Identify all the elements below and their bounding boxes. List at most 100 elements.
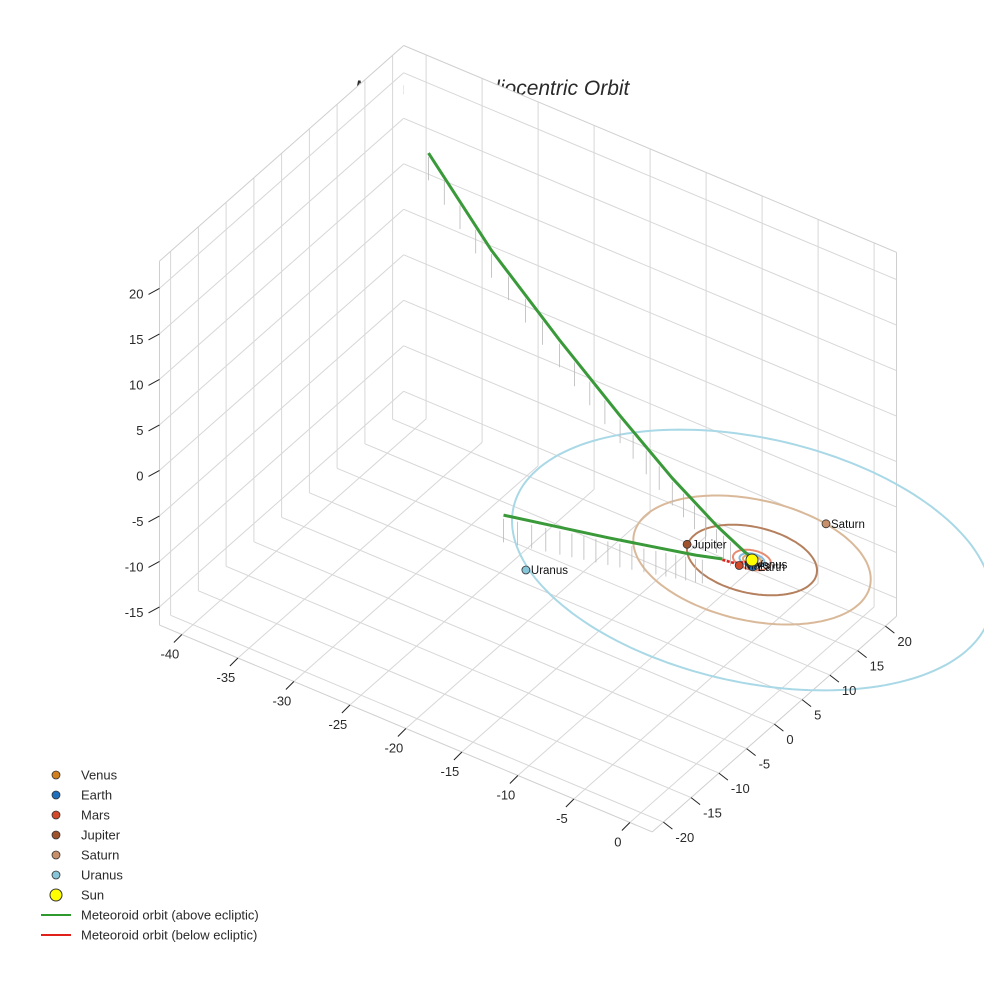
wall-grid-line — [159, 208, 405, 426]
meteoroid-above-line-1 — [427, 152, 757, 563]
z-tick-mark — [148, 287, 160, 295]
z-tick-mark — [148, 469, 160, 477]
z-tick-label: 0 — [136, 468, 143, 483]
planet-label-jupiter: Jupiter — [692, 539, 727, 551]
y-tick-mark — [829, 674, 840, 683]
y-tick-label: -20 — [675, 830, 694, 845]
wall-grid-line — [159, 254, 405, 471]
y-tick-label: -10 — [731, 781, 750, 796]
legend-item: Saturn — [51, 848, 119, 863]
legend-label: Earth — [81, 788, 112, 803]
planet-saturn — [821, 519, 831, 529]
z-tick-mark — [148, 333, 160, 341]
legend-sun-marker — [49, 888, 63, 902]
planet-label-venus: Venus — [755, 559, 787, 571]
legend-label: Saturn — [81, 848, 119, 863]
orbit-saturn — [632, 494, 872, 626]
y-tick-label: 5 — [814, 708, 821, 723]
legend-marker — [51, 850, 61, 860]
floor-grid-line — [336, 467, 831, 676]
wall-grid-line — [159, 345, 405, 562]
legend-item: Meteoroid orbit (below ecliptic) — [41, 928, 257, 943]
floor-grid-line — [364, 443, 858, 652]
wall-grid-line — [403, 163, 897, 372]
floor-grid-line — [253, 541, 747, 750]
x-tick-label: -20 — [385, 741, 404, 756]
pane-edge — [403, 45, 897, 253]
x-tick-label: -10 — [497, 788, 516, 803]
y-tick-mark — [801, 699, 812, 707]
x-tick-label: -30 — [273, 694, 292, 709]
floor-grid-line — [309, 492, 803, 701]
legend-marker — [51, 810, 61, 820]
legend-label: Mars — [81, 808, 110, 823]
legend-item: Uranus — [51, 868, 123, 883]
y-tick-mark — [663, 821, 673, 830]
planet-label-earth: Earth — [758, 562, 786, 574]
z-tick-label: -15 — [125, 605, 144, 620]
wall-grid-line — [403, 117, 897, 326]
x-tick-label: -25 — [329, 717, 348, 732]
z-tick-mark — [148, 606, 160, 614]
planet-orbits — [510, 428, 984, 692]
z-tick-mark — [148, 515, 160, 523]
meteoroid-above-line-2 — [503, 513, 723, 561]
legend-item: Venus — [51, 768, 118, 783]
planet-jupiter — [682, 539, 692, 549]
planet-uranus — [521, 565, 531, 575]
x-tick-mark — [285, 681, 295, 690]
legend-item: Meteoroid orbit (above ecliptic) — [41, 908, 259, 923]
legend-marker — [51, 830, 61, 840]
z-tick-mark — [148, 560, 160, 568]
orbit-uranus — [510, 428, 984, 692]
y-tick-label: 0 — [786, 732, 793, 747]
legend-label: Sun — [81, 888, 104, 903]
floor-grid-line — [170, 614, 664, 823]
x-tick-label: -35 — [217, 670, 236, 685]
orbit-jupiter — [686, 523, 818, 597]
z-tick-label: 5 — [136, 423, 143, 438]
x-tick-mark — [453, 751, 463, 761]
legend: Venus Earth Mars Jupiter Saturn Uranus Sun Mete… — [41, 768, 259, 943]
legend-item: Sun — [49, 888, 104, 903]
legend-marker — [51, 790, 61, 800]
x-tick-label: -5 — [556, 811, 568, 826]
wall-grid-line — [403, 299, 897, 508]
z-tick-label: -5 — [132, 514, 144, 529]
x-tick-mark — [397, 728, 407, 737]
y-tick-mark — [857, 650, 867, 658]
wall-grid-line — [403, 72, 897, 281]
legend-marker — [51, 870, 61, 880]
z-tick-mark — [148, 424, 160, 432]
y-tick-label: -15 — [703, 806, 722, 821]
legend-label: Venus — [81, 768, 118, 783]
legend-label: Uranus — [81, 868, 123, 883]
x-tick-mark — [565, 798, 575, 808]
x-tick-label: -40 — [161, 647, 180, 662]
floor-grid-line — [281, 516, 775, 725]
meteoroid-drop-lines — [428, 156, 731, 584]
legend-item: Earth — [51, 788, 112, 803]
legend-label: Meteoroid orbit (below ecliptic) — [81, 928, 257, 943]
wall-grid-line — [403, 390, 897, 599]
axis-ticks: -15 -10 -5 0 5 10 15 20 -40 -35 -30 -25 -20 -15 -10 -5 0… — [125, 286, 912, 849]
wall-grid-line — [159, 163, 405, 380]
x-tick-label: 0 — [614, 835, 621, 850]
x-tick-mark — [509, 775, 519, 784]
legend-marker — [51, 770, 61, 780]
wall-grid-line — [159, 72, 405, 289]
x-tick-mark — [173, 634, 183, 643]
legend-label: Meteoroid orbit (above ecliptic) — [81, 908, 259, 923]
legend-item: Jupiter — [51, 828, 121, 843]
planet-label-saturn: Saturn — [831, 519, 865, 531]
z-tick-label: 15 — [129, 332, 143, 347]
planet-mars — [734, 561, 744, 570]
x-tick-label: -15 — [441, 764, 460, 779]
z-tick-label: 20 — [129, 286, 143, 301]
wall-grid-line — [403, 254, 897, 463]
y-tick-label: 15 — [870, 659, 884, 674]
z-tick-mark — [148, 378, 160, 386]
legend-label: Jupiter — [81, 828, 121, 843]
y-tick-mark — [746, 748, 756, 756]
